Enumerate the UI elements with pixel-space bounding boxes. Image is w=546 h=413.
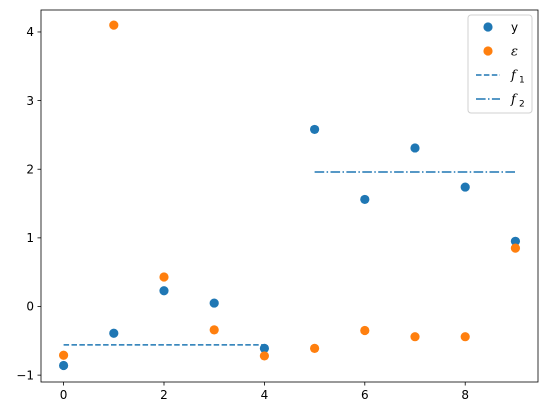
y-tick-label-0: −1 <box>16 368 34 382</box>
y-tick-label-2: 1 <box>26 231 34 245</box>
axes-frame <box>40 9 539 383</box>
legend-label-1: ε <box>511 45 518 60</box>
legend-label-3: f <box>510 93 518 108</box>
series-0-point-7 <box>410 143 420 153</box>
y-tick-label-4: 3 <box>26 94 34 108</box>
legend-label-sub-3: 2 <box>519 100 525 110</box>
plot-area <box>58 20 521 371</box>
series-0-point-6 <box>360 194 370 205</box>
legend-label-0: y <box>511 21 518 35</box>
y-tick-label-3: 2 <box>26 162 34 176</box>
series-0-point-5 <box>310 124 320 135</box>
series-0-point-2 <box>159 286 169 296</box>
series-1-point-1 <box>109 20 119 30</box>
series-0-point-9 <box>510 236 521 246</box>
x-tick-label-1: 2 <box>160 388 168 402</box>
series-0-point-4 <box>259 343 269 353</box>
series-1-point-6 <box>360 325 370 336</box>
legend-label-2: f <box>510 69 518 84</box>
series-1-point-4 <box>259 351 269 361</box>
x-tick-label-0: 0 <box>60 388 68 402</box>
series-0-point-0 <box>58 360 69 371</box>
series-0-point-8 <box>460 182 470 192</box>
legend-frame <box>467 14 533 114</box>
series-0-point-1 <box>109 328 119 338</box>
x-tick-label-2: 4 <box>261 388 269 402</box>
series-0-point-3 <box>209 298 219 308</box>
series-1-point-2 <box>159 272 169 282</box>
series-1-point-5 <box>310 343 320 353</box>
legend-swatch-0 <box>483 22 493 32</box>
legend: yεf 1f 2 <box>467 14 533 114</box>
axes: 0 2 4 6 8 −1 0 1 2 3 4 <box>16 9 539 402</box>
legend-swatch-1 <box>483 46 493 56</box>
legend-label-sub-2: 1 <box>519 76 525 86</box>
series-1-point-3 <box>209 325 219 335</box>
x-tick-label-3: 6 <box>361 388 369 402</box>
series-1-point-7 <box>410 332 420 342</box>
series-1-point-0 <box>58 350 69 360</box>
y-tick-label-5: 4 <box>26 25 34 39</box>
series-1-point-9 <box>510 243 521 253</box>
series-1-point-8 <box>460 332 470 342</box>
y-tick-label-1: 0 <box>26 300 34 314</box>
x-tick-label-4: 8 <box>461 388 469 402</box>
